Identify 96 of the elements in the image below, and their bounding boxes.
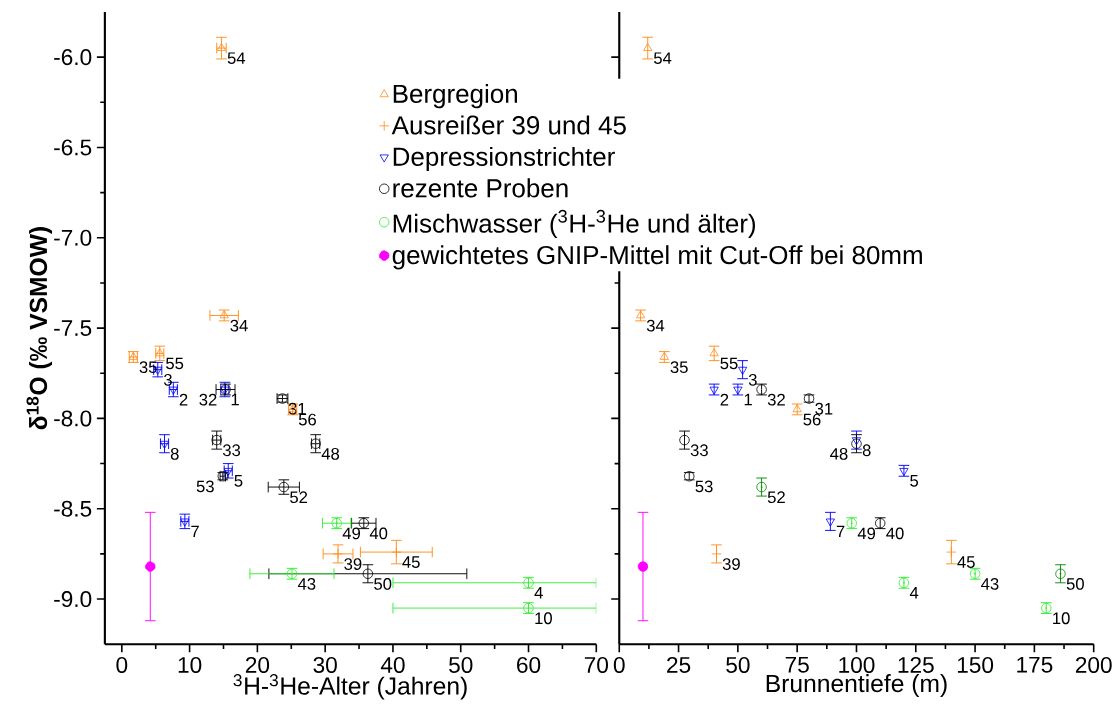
annotation: 33 [690,444,708,457]
annotation: 55 [166,357,184,370]
annotation: 3 [748,373,757,386]
x-tick-label: 20 [245,656,270,673]
annotation: 34 [230,319,248,332]
annotation: 53 [695,480,713,493]
y-tick-label: -6.5 [54,139,92,156]
annotation: 50 [1066,577,1084,590]
legend-label: rezente Proben [393,178,568,198]
x-tick-label: 25 [667,656,691,673]
annotation: 40 [886,527,904,540]
annotation: 33 [222,444,241,457]
x-tick-label: 0 [116,656,128,673]
annotation: 39 [722,558,740,570]
annotation: 56 [298,413,316,426]
x-axis-title: Brunnentiefe (m) [766,674,947,697]
legend-label: Mischwasser ($^{3}$H-$^{3}$He und älter) [393,209,756,238]
y-tick-label: -7.0 [54,229,92,246]
x-tick-label: 10 [178,656,202,673]
annotation: 8 [170,447,179,460]
x-tick-label: 125 [898,656,934,673]
annotation: 32 [767,393,785,406]
annotation: 3 [163,373,172,386]
annotation: 45 [402,556,420,568]
annotation: 48 [321,447,340,460]
y-tick-label: -6.0 [54,49,92,66]
annotation: 10 [535,612,552,625]
annotation: 39 [344,558,362,570]
point [391,546,402,558]
annotation: 54 [653,52,672,64]
annotation: 55 [720,357,738,370]
x-tick-label: 200 [1075,656,1112,673]
legend-label: Depressionstrichter [393,146,615,172]
annotation: 4 [534,587,543,599]
point [145,561,156,572]
annotation: 2 [720,393,729,406]
annotation: 4 [909,587,919,599]
y-tick-label: -8.5 [54,500,92,517]
point [738,366,748,375]
legend-label: Ausreißer 39 und 45 [391,115,626,135]
annotation: 50 [374,577,392,590]
annotation: 7 [191,525,199,538]
annotation: 52 [767,491,785,504]
point [709,348,719,357]
annotation: 2 [179,393,188,406]
x-tick-label: 50 [449,656,473,673]
point [643,42,653,51]
point [756,481,767,493]
annotation: 1 [744,393,752,406]
x-tick-label: 75 [785,656,809,673]
point [637,561,649,572]
annotation: 49 [342,527,361,540]
annotation: 40 [369,527,388,540]
annotation: 5 [910,475,919,487]
point [679,434,690,446]
annotation: 35 [670,361,688,373]
point [946,546,957,558]
x-tick-label: 0 [613,656,625,673]
x-tick-label: 50 [726,656,750,673]
annotation: 35 [139,361,157,373]
annotation: 5 [234,475,243,487]
annotation: 49 [857,527,876,540]
annotation: 31 [815,402,833,415]
x-tick-label: 175 [1017,656,1053,673]
annotation: 56 [803,413,821,426]
annotation: 10 [1053,612,1070,625]
annotation: 34 [646,319,665,332]
annotation: 52 [290,491,308,504]
annotation: 1 [231,393,239,406]
annotation: 45 [957,556,975,568]
y-tick-label: -9.0 [54,590,92,608]
point [711,548,722,560]
x-tick-label: 30 [313,656,337,673]
y-tick-label: -8.0 [54,410,92,427]
annotation: 43 [981,577,999,590]
legend-label: gewichtetes GNIP-Mittel mit Cut-Off bei 80mm [392,245,922,270]
x-tick-label: 60 [517,656,541,673]
x-tick-label: 70 [584,656,609,673]
x-axis-title: $^{3}$H-$^{3}$He-Alter (Jahren) [233,674,467,700]
annotation: 32 [199,393,217,406]
point [1055,568,1066,579]
x-tick-label: 40 [380,656,405,673]
annotation: 53 [196,480,214,493]
legend-label: Bergregion [393,83,517,109]
annotation: 7 [836,525,845,538]
annotation: 8 [862,444,871,457]
annotation: 54 [227,52,246,64]
annotation: 48 [830,447,848,460]
y-axis-title: δ$^{18}$O (‰ VSMOW) [26,227,53,430]
x-tick-label: 150 [957,656,994,673]
x-tick-label: 100 [839,656,875,673]
point [332,548,344,560]
y-tick-label: -7.5 [54,320,92,336]
point [825,518,835,527]
point [362,568,374,579]
annotation: 43 [297,577,316,590]
